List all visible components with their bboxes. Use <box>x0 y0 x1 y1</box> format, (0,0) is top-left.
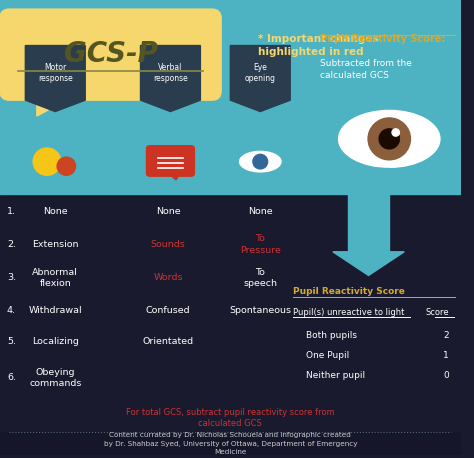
Text: * Important changes
highlighted in red: * Important changes highlighted in red <box>258 34 379 57</box>
Text: 2.: 2. <box>7 240 16 249</box>
Bar <box>348 169 389 253</box>
Circle shape <box>253 154 268 169</box>
Text: 1: 1 <box>443 351 449 360</box>
Text: 3.: 3. <box>7 273 16 282</box>
Text: To
Pressure: To Pressure <box>240 234 281 255</box>
Text: Subtracted from the
calculated GCS: Subtracted from the calculated GCS <box>320 59 412 80</box>
Polygon shape <box>140 45 201 112</box>
FancyBboxPatch shape <box>0 9 221 100</box>
Text: Score: Score <box>426 308 449 317</box>
Polygon shape <box>230 45 290 112</box>
Polygon shape <box>168 173 181 180</box>
Circle shape <box>379 129 400 149</box>
Text: Content currated by Dr. Nicholas Schouela and infographic created
by Dr. Shahbaz: Content currated by Dr. Nicholas Schouel… <box>104 432 357 455</box>
Text: Sounds: Sounds <box>151 240 185 249</box>
Text: Localizing: Localizing <box>32 337 79 346</box>
Text: Withdrawal: Withdrawal <box>28 306 82 315</box>
Ellipse shape <box>239 152 281 172</box>
FancyBboxPatch shape <box>146 146 194 176</box>
Circle shape <box>392 129 400 136</box>
Text: Both pupils: Both pupils <box>306 331 357 340</box>
Polygon shape <box>37 93 78 116</box>
Text: Pupil Reactivity Score:: Pupil Reactivity Score: <box>320 34 446 44</box>
Text: Neither pupil: Neither pupil <box>306 371 365 380</box>
Text: Confused: Confused <box>146 306 191 315</box>
Text: None: None <box>43 207 68 216</box>
Bar <box>0 0 461 194</box>
Text: 6.: 6. <box>7 373 16 382</box>
Text: Pupil(s) unreactive to light: Pupil(s) unreactive to light <box>292 308 404 317</box>
Circle shape <box>33 148 61 175</box>
Bar <box>0 431 461 455</box>
Polygon shape <box>25 45 85 112</box>
Text: One Pupil: One Pupil <box>306 351 350 360</box>
Text: For total GCS, subtract pupil reactivity score from
calculated GCS: For total GCS, subtract pupil reactivity… <box>126 408 335 428</box>
Text: 0: 0 <box>443 371 449 380</box>
Text: Eye
opening: Eye opening <box>245 63 276 83</box>
Text: Pupil Reactivity Score: Pupil Reactivity Score <box>292 287 404 296</box>
Text: Spontaneous: Spontaneous <box>229 306 292 315</box>
Text: 1.: 1. <box>7 207 16 216</box>
Text: None: None <box>248 207 273 216</box>
Text: Obeying
commands: Obeying commands <box>29 368 82 388</box>
Text: Abnormal
flexion: Abnormal flexion <box>32 267 78 288</box>
Text: To
speech: To speech <box>243 267 277 288</box>
Text: 2: 2 <box>444 331 449 340</box>
Text: Motor
response: Motor response <box>38 63 73 83</box>
Text: GCS-P: GCS-P <box>64 40 157 68</box>
Text: Extension: Extension <box>32 240 79 249</box>
Ellipse shape <box>338 110 440 167</box>
Text: Words: Words <box>154 273 183 282</box>
Text: 4.: 4. <box>7 306 16 315</box>
Circle shape <box>368 118 410 160</box>
Text: None: None <box>156 207 181 216</box>
Text: Orientated: Orientated <box>143 337 194 346</box>
Circle shape <box>57 157 75 175</box>
Text: Verbal
response: Verbal response <box>153 63 188 83</box>
Polygon shape <box>333 252 404 275</box>
Text: 5.: 5. <box>7 337 16 346</box>
